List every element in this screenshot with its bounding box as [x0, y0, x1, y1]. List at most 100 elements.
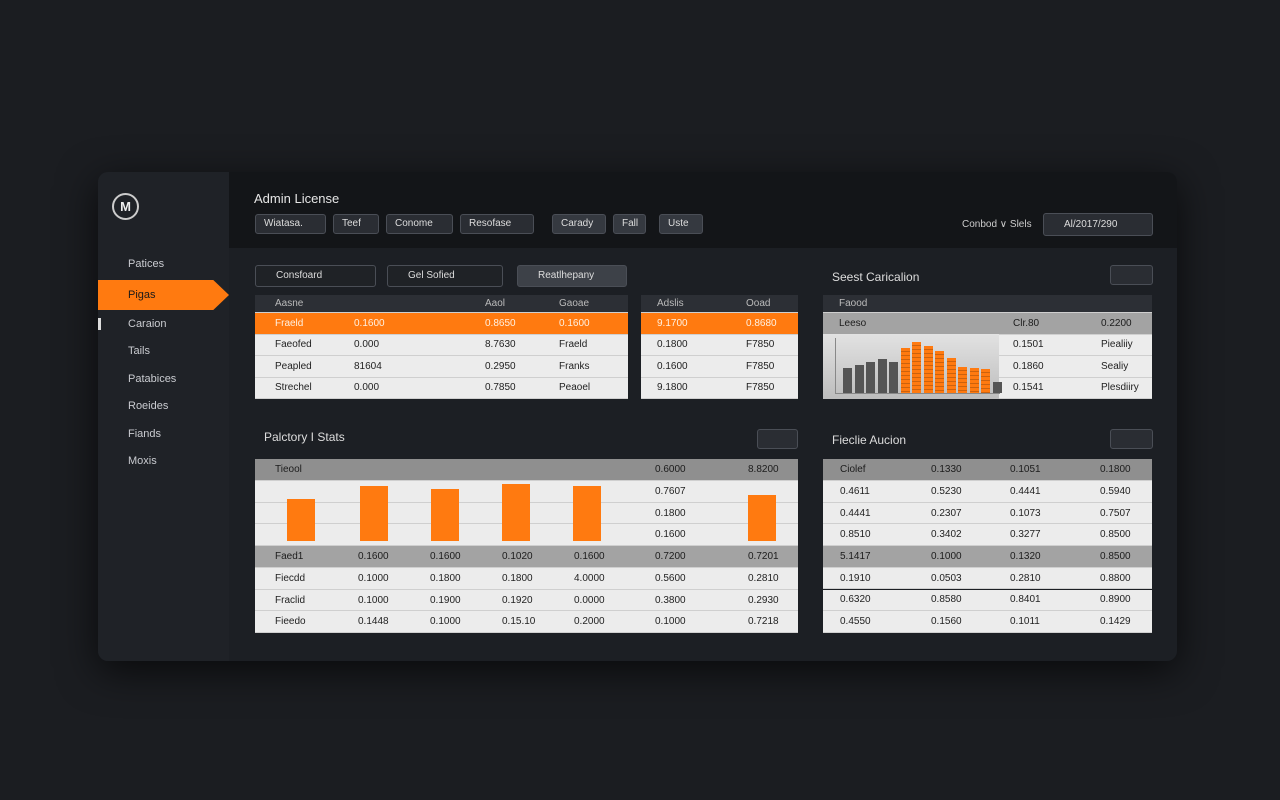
cell: 0.8500	[1100, 529, 1131, 541]
mini-bar	[854, 365, 864, 393]
cell: 0.1900	[430, 594, 461, 606]
mini-bar	[900, 348, 910, 393]
table-row	[823, 502, 1152, 525]
cell: 0.7507	[1100, 507, 1131, 519]
mini-bar	[912, 341, 921, 393]
cell: Aaol	[485, 298, 506, 309]
cell: Faood	[839, 298, 868, 309]
table-row	[255, 313, 628, 335]
table-row	[641, 356, 798, 378]
cell: Peapled	[275, 360, 312, 372]
mini-bar	[889, 362, 898, 393]
cell: 0.2307	[931, 507, 962, 519]
cell: 81604	[354, 360, 382, 372]
cell: Strechel	[275, 382, 312, 394]
cell: Gaoae	[559, 298, 590, 309]
cell: 0.2200	[1101, 317, 1132, 329]
cell: Peaoel	[559, 382, 591, 394]
panel-title: Palctory I Stats	[264, 430, 345, 444]
cell: F7850	[746, 382, 775, 394]
cell: 0.2950	[485, 360, 516, 372]
cell: 0.1600	[559, 317, 590, 329]
table-header	[255, 295, 628, 313]
cell: 0.1600	[358, 550, 389, 562]
cell: F7850	[746, 339, 775, 351]
cell: 0.4550	[840, 616, 871, 628]
nav-item: Tails	[128, 345, 151, 357]
cell: 0.3277	[1010, 529, 1041, 541]
icon-button[interactable]	[1110, 265, 1153, 285]
cell: 0.5600	[655, 572, 686, 584]
table-row	[255, 611, 798, 634]
cell: 0.1800	[1100, 464, 1131, 475]
cell: 0.8401	[1010, 594, 1041, 606]
cell: 0.1600	[354, 317, 385, 329]
nav-item: Fiands	[128, 428, 162, 440]
cell: 0.1320	[1010, 550, 1041, 562]
table-row	[255, 567, 798, 590]
cell: 0.1051	[1010, 464, 1041, 475]
date-select[interactable]: Al/2017/290	[1043, 213, 1153, 236]
icon-button[interactable]	[757, 429, 798, 449]
filter-button[interactable]: Wiatasa.	[255, 214, 326, 234]
cell: 0.1860	[1013, 360, 1044, 372]
filter-button[interactable]: Resofase	[460, 214, 534, 234]
cell: 0.1600	[655, 529, 686, 541]
panel-title: Seest Caricalion	[832, 270, 920, 284]
bar	[748, 495, 776, 541]
icon-button[interactable]	[1110, 429, 1153, 449]
search-input[interactable]: Reatlhepany	[517, 265, 627, 287]
cell: 8.7630	[485, 339, 516, 351]
cell: 0.1600	[430, 550, 461, 562]
cell: 0.8580	[931, 594, 962, 606]
cell: 0.1000	[358, 594, 389, 606]
cell: 0.8510	[840, 529, 871, 541]
right-label: Conbod ∨ Slels	[962, 219, 1032, 230]
cell: Faeofed	[275, 339, 312, 351]
cell: 0.4611	[840, 485, 870, 497]
table-row	[255, 377, 628, 399]
search-input[interactable]: Consfoard	[255, 265, 376, 287]
cell: 0.2000	[574, 616, 605, 628]
table-row	[823, 611, 1152, 633]
nav-item: Patabices	[128, 373, 177, 385]
search-input[interactable]: Gel Sofied	[387, 265, 503, 287]
filter-button[interactable]: Uste	[659, 214, 703, 234]
mini-bar	[843, 367, 852, 393]
table-row	[641, 377, 798, 399]
cell: 0.1600	[574, 550, 605, 562]
cell: 0.1011	[1010, 616, 1040, 628]
cell: 9.1700	[657, 317, 688, 329]
table-header	[255, 459, 798, 481]
cell: Ciolef	[840, 464, 866, 475]
cell: Clr.80	[1013, 317, 1040, 329]
page-title: Admin License	[254, 191, 340, 206]
filter-button[interactable]: Conome	[386, 214, 453, 234]
mini-bar	[935, 351, 944, 393]
cell: F7850	[746, 360, 775, 372]
filter-button[interactable]: Carady	[552, 214, 606, 234]
mini-axis	[835, 393, 1000, 394]
filter-button[interactable]: Teef	[333, 214, 379, 234]
cell: 0.1330	[931, 464, 962, 475]
filter-button[interactable]: Fall	[613, 214, 646, 234]
table-row	[255, 356, 628, 378]
mini-bar	[958, 366, 967, 393]
cell: 0.4441	[840, 507, 871, 519]
cell: 0.2810	[1010, 572, 1041, 584]
table-header	[641, 295, 798, 313]
cell: Sealiy	[1101, 360, 1129, 372]
cell: 0.000	[354, 339, 380, 351]
cell: 0.1429	[1100, 616, 1131, 628]
cell: 0.1448	[358, 616, 389, 628]
mini-bar	[923, 346, 933, 393]
table-row	[823, 524, 1152, 547]
cell: Fraeld	[559, 339, 588, 351]
cell: Piealiiy	[1101, 339, 1133, 351]
cell: 0.3402	[931, 529, 962, 541]
mini-bar	[992, 381, 1002, 393]
cell: 8.8200	[748, 464, 779, 475]
cell: 0.1800	[657, 339, 688, 351]
cell: Tieool	[275, 464, 302, 475]
